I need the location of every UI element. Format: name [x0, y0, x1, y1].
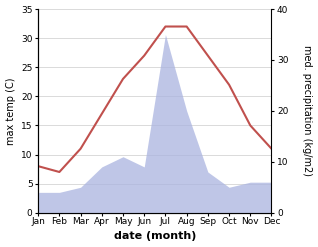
Y-axis label: max temp (C): max temp (C): [5, 77, 16, 145]
Y-axis label: med. precipitation (kg/m2): med. precipitation (kg/m2): [302, 45, 313, 176]
X-axis label: date (month): date (month): [114, 231, 196, 242]
